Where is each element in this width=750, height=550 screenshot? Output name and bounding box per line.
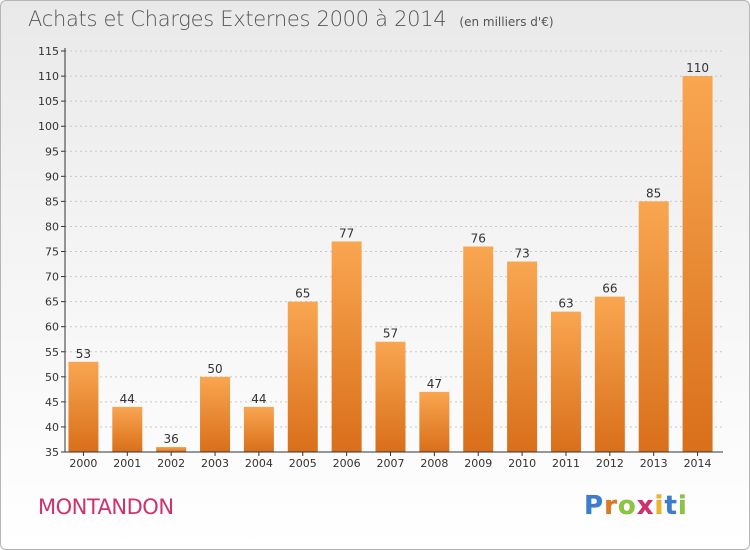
logo-letter: o <box>617 491 637 522</box>
x-tick-label: 2002 <box>157 457 185 470</box>
title-row: Achats et Charges Externes 2000 à 2014 (… <box>28 7 554 31</box>
y-tick-label: 100 <box>38 120 59 133</box>
y-tick-label: 115 <box>38 45 59 58</box>
bar <box>156 446 187 452</box>
data-label: 44 <box>251 392 266 406</box>
data-label: 47 <box>427 377 442 391</box>
x-tick-label: 2004 <box>245 457 273 470</box>
bar <box>594 296 625 452</box>
y-tick-label: 50 <box>45 371 59 384</box>
logo-letter: x <box>636 491 655 522</box>
proxiti-logo[interactable]: Proxiti <box>584 491 688 522</box>
y-tick-label: 60 <box>45 321 59 334</box>
x-tick-label: 2006 <box>333 457 361 470</box>
bar <box>463 246 494 452</box>
data-label: 53 <box>76 347 91 361</box>
y-tick-label: 55 <box>45 346 59 359</box>
data-label: 36 <box>164 432 179 446</box>
y-tick-label: 95 <box>45 145 59 158</box>
bar <box>682 76 713 452</box>
y-tick-label: 45 <box>45 396 59 409</box>
data-label: 110 <box>686 61 709 75</box>
bar <box>68 361 99 452</box>
data-label: 44 <box>120 392 135 406</box>
bar <box>243 406 274 452</box>
bar <box>287 301 318 452</box>
y-tick-label: 75 <box>45 246 59 259</box>
y-tick-label: 80 <box>45 220 59 233</box>
data-label: 76 <box>471 231 486 245</box>
chart-title: Achats et Charges Externes 2000 à 2014 <box>28 7 447 31</box>
data-label: 57 <box>383 327 398 341</box>
bar <box>507 261 538 452</box>
x-tick-label: 2012 <box>596 457 624 470</box>
x-tick-label: 2007 <box>377 457 405 470</box>
logo-letter: i <box>654 491 665 522</box>
data-label: 65 <box>295 287 310 301</box>
x-tick-label: 2010 <box>508 457 536 470</box>
bar <box>550 311 581 452</box>
x-tick-label: 2000 <box>69 457 97 470</box>
data-label: 50 <box>207 362 222 376</box>
logo-letter: r <box>604 491 618 522</box>
data-label: 73 <box>514 247 529 261</box>
data-label: 66 <box>602 282 617 296</box>
logo-letter: P <box>584 491 605 522</box>
bar <box>200 376 231 452</box>
y-tick-label: 90 <box>45 170 59 183</box>
x-tick-label: 2013 <box>640 457 668 470</box>
commune-name: MONTANDON <box>38 495 174 519</box>
labels: 2000 53 2001 44 2002 36 2003 50 2004 44 2005 65 2006… <box>69 61 711 470</box>
data-label: 63 <box>558 297 573 311</box>
y-tick-label: 65 <box>45 296 59 309</box>
data-label: 77 <box>339 226 354 240</box>
y-tick-label: 35 <box>45 446 59 459</box>
logo-letter: t <box>664 491 678 522</box>
logo-letter: i <box>677 491 688 522</box>
x-tick-label: 2008 <box>420 457 448 470</box>
chart-unit: (en milliers d'€) <box>459 15 554 29</box>
x-tick-label: 2001 <box>113 457 141 470</box>
y-tick-label: 110 <box>38 70 59 83</box>
x-tick-label: 2011 <box>552 457 580 470</box>
axes: 35 40 45 50 55 60 65 70 75 80 85 90 95 100 105 110 115 <box>38 45 723 459</box>
y-tick-label: 85 <box>45 195 59 208</box>
bar <box>112 406 143 452</box>
bars <box>68 76 713 452</box>
x-tick-label: 2014 <box>684 457 712 470</box>
x-tick-label: 2009 <box>464 457 492 470</box>
x-tick-label: 2003 <box>201 457 229 470</box>
y-tick-label: 105 <box>38 95 59 108</box>
y-tick-label: 40 <box>45 421 59 434</box>
x-tick-label: 2005 <box>289 457 317 470</box>
y-tick-label: 70 <box>45 271 59 284</box>
bar <box>331 241 362 452</box>
bar <box>638 201 669 452</box>
bar <box>375 341 406 452</box>
data-label: 85 <box>646 186 661 200</box>
bar <box>419 391 450 452</box>
